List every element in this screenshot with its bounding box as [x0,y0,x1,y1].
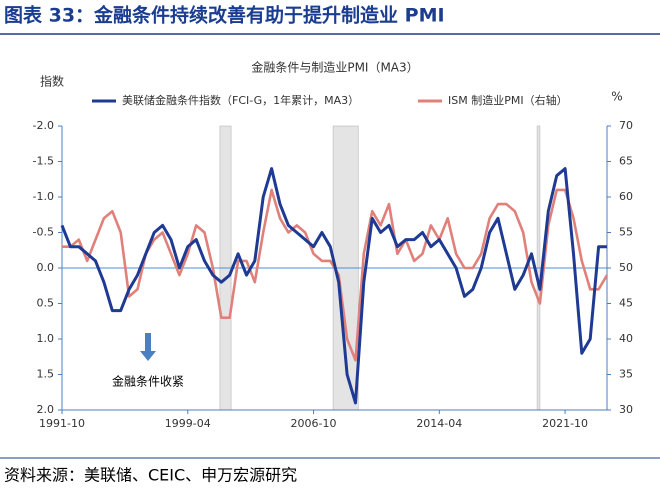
legend-label: 美联储金融条件指数（FCI-G，1年累计，MA3） [122,93,359,107]
y-tick-label: 1.5 [37,368,55,381]
series-line [60,167,607,405]
y2-tick-label: 40 [619,332,633,345]
y2-tick-label: 70 [619,119,633,132]
y2-tick-label: 65 [619,155,633,168]
x-tick-label: 2014-04 [416,417,462,430]
x-tick-label: 2021-10 [542,417,588,430]
y-tick-label: -1.0 [33,190,54,203]
y2-tick-label: 30 [619,403,633,416]
y-tick-label: 0.0 [37,261,55,274]
y-tick-label: -2.0 [33,119,54,132]
source: 资料来源：美联储、CEIC、申万宏源研究 [4,466,297,485]
x-tick-label: 2006-10 [291,417,337,430]
y-axis-label: 指数 [40,74,64,89]
y-tick-label: -1.5 [33,155,54,168]
x-tick-label: 1999-04 [165,417,211,430]
y2-tick-label: 35 [619,368,633,381]
annotation: 金融条件收紧 [112,374,184,389]
page-title: 图表 33：金融条件持续改善有助于提升制造业 PMI [4,4,445,27]
y-tick-label: 0.5 [37,297,55,310]
y2-tick-label: 55 [619,226,633,239]
chart-title: 金融条件与制造业PMI（MA3） [251,60,418,75]
y-tick-label: -0.5 [33,226,54,239]
y2-tick-label: 60 [619,190,633,203]
y-tick-label: 2.0 [37,403,55,416]
y-tick-label: 1.0 [37,332,55,345]
legend-label: ISM 制造业PMI（右轴） [448,93,568,107]
annotation-arrow-head [140,351,156,361]
y2-axis-label: % [611,90,622,104]
y2-tick-label: 45 [619,297,633,310]
y2-tick-label: 50 [619,261,633,274]
x-tick-label: 1991-10 [39,417,85,430]
